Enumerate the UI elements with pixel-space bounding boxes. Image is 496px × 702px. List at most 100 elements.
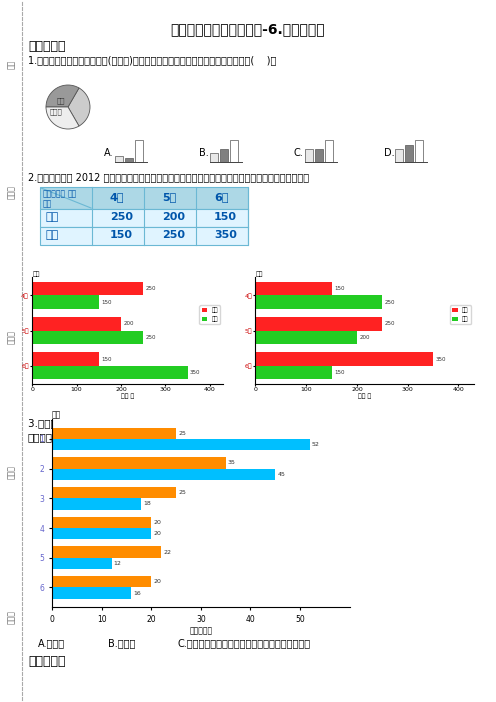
Text: 可乐: 可乐 bbox=[45, 212, 58, 222]
Text: A.: A. bbox=[32, 360, 43, 370]
Bar bbox=[220, 149, 228, 162]
Bar bbox=[255, 282, 331, 296]
Bar bbox=[255, 296, 382, 309]
Text: 250: 250 bbox=[385, 322, 395, 326]
Text: 酸奶: 酸奶 bbox=[45, 230, 58, 240]
Bar bbox=[52, 457, 226, 469]
Bar bbox=[52, 517, 151, 528]
Legend: 支出, 收入: 支出, 收入 bbox=[494, 423, 496, 451]
Text: 四年级上册数学单元测试-6.条形统计图: 四年级上册数学单元测试-6.条形统计图 bbox=[171, 22, 325, 36]
Text: B.: B. bbox=[199, 148, 209, 158]
Bar bbox=[52, 428, 176, 439]
Text: 一、单选题: 一、单选题 bbox=[28, 40, 65, 53]
Text: 250: 250 bbox=[145, 286, 156, 291]
X-axis label: 单位：万元: 单位：万元 bbox=[189, 627, 212, 635]
Text: B.: B. bbox=[260, 360, 271, 370]
Text: 20: 20 bbox=[153, 579, 161, 584]
Text: 3.王先生开了一家店，下面是这家店 2011 年上半年的收入和支出情况统计图，请你帮他算一算，上半年是: 3.王先生开了一家店，下面是这家店 2011 年上半年的收入和支出情况统计图，请… bbox=[28, 418, 340, 428]
Text: 18: 18 bbox=[143, 501, 151, 506]
Bar bbox=[32, 352, 99, 366]
Text: 月份: 月份 bbox=[32, 271, 40, 277]
Bar bbox=[395, 149, 403, 162]
Text: 月份: 月份 bbox=[68, 189, 77, 198]
Text: D.: D. bbox=[384, 148, 395, 158]
Bar bbox=[405, 145, 413, 162]
Text: 350: 350 bbox=[435, 357, 446, 362]
Text: 种类: 种类 bbox=[43, 199, 52, 208]
Text: 月份: 月份 bbox=[52, 410, 62, 419]
Text: 150: 150 bbox=[110, 230, 133, 240]
Bar bbox=[255, 366, 331, 379]
Text: 200: 200 bbox=[360, 335, 370, 340]
Text: 2.下面是某超市 2012 年第二季度可乐与酸奶的销售情况表，根据表格绘制统计图，正确的是哪一个？: 2.下面是某超市 2012 年第二季度可乐与酸奶的销售情况表，根据表格绘制统计图… bbox=[28, 172, 309, 182]
Bar bbox=[32, 296, 99, 309]
Text: 150: 150 bbox=[334, 370, 345, 375]
Text: 35: 35 bbox=[228, 461, 236, 465]
Bar bbox=[52, 557, 112, 569]
Text: 250: 250 bbox=[110, 212, 133, 222]
Text: 250: 250 bbox=[162, 230, 185, 240]
Text: 150: 150 bbox=[101, 300, 112, 305]
Text: 边春花: 边春花 bbox=[50, 108, 63, 114]
Text: 20: 20 bbox=[153, 520, 161, 525]
Text: 150: 150 bbox=[101, 357, 112, 362]
Bar bbox=[52, 469, 275, 480]
Bar bbox=[32, 331, 143, 344]
Text: 1.一个圆形花坛内种了三种花(如下图)，用条形图表示各种花占地面积的关系应该是(    )。: 1.一个圆形花坛内种了三种花(如下图)，用条形图表示各种花占地面积的关系应该是(… bbox=[28, 55, 276, 65]
Text: C.: C. bbox=[294, 148, 304, 158]
Text: 200: 200 bbox=[124, 322, 134, 326]
Bar bbox=[230, 140, 238, 162]
Text: 6月: 6月 bbox=[214, 192, 229, 202]
Bar bbox=[125, 158, 133, 162]
Bar bbox=[52, 576, 151, 588]
Text: 5月: 5月 bbox=[162, 192, 176, 202]
Text: 150: 150 bbox=[214, 212, 237, 222]
Wedge shape bbox=[68, 88, 90, 126]
Text: 班级：: 班级： bbox=[6, 465, 15, 479]
Bar bbox=[32, 282, 143, 296]
Text: 考场：: 考场： bbox=[6, 185, 15, 199]
Bar bbox=[32, 317, 121, 331]
Text: 姓名：: 姓名： bbox=[6, 330, 15, 344]
Text: 25: 25 bbox=[178, 490, 186, 495]
Bar bbox=[325, 140, 333, 162]
Text: 200: 200 bbox=[162, 212, 185, 222]
Text: 月份: 月份 bbox=[255, 271, 263, 277]
Bar bbox=[135, 140, 143, 162]
Text: 150: 150 bbox=[334, 286, 345, 291]
Bar bbox=[315, 149, 323, 162]
Text: 250: 250 bbox=[145, 335, 156, 340]
Text: 25: 25 bbox=[178, 431, 186, 436]
Text: 4月: 4月 bbox=[110, 192, 124, 202]
Text: C.正好收入和支出相等，既没有盈利，也没有赔本: C.正好收入和支出相等，既没有盈利，也没有赔本 bbox=[178, 638, 311, 648]
Bar bbox=[210, 153, 218, 162]
Wedge shape bbox=[46, 107, 79, 129]
Text: 45: 45 bbox=[277, 472, 285, 477]
Text: 20: 20 bbox=[153, 531, 161, 536]
Text: 250: 250 bbox=[385, 300, 395, 305]
Bar bbox=[40, 209, 248, 227]
Text: 二、判断题: 二、判断题 bbox=[28, 655, 65, 668]
Text: 12: 12 bbox=[114, 561, 122, 566]
Text: 16: 16 bbox=[133, 590, 141, 595]
Bar bbox=[40, 227, 248, 245]
Text: 350: 350 bbox=[190, 370, 200, 375]
Text: 号：: 号： bbox=[6, 60, 15, 69]
Bar bbox=[52, 546, 161, 557]
Bar bbox=[52, 439, 310, 450]
Bar bbox=[52, 487, 176, 498]
Bar bbox=[255, 317, 382, 331]
Legend: 酸奶, 可乐: 酸奶, 可乐 bbox=[450, 305, 471, 324]
Text: 52: 52 bbox=[312, 442, 320, 447]
Text: B.盈利了: B.盈利了 bbox=[108, 638, 135, 648]
Bar bbox=[115, 156, 123, 162]
Bar bbox=[52, 528, 151, 539]
X-axis label: 数量 箱: 数量 箱 bbox=[121, 394, 134, 399]
Bar bbox=[40, 187, 248, 209]
Text: 学校：: 学校： bbox=[6, 610, 15, 624]
Bar bbox=[52, 498, 141, 510]
Text: 22: 22 bbox=[163, 550, 171, 555]
Text: A.赔本了: A.赔本了 bbox=[38, 638, 65, 648]
Bar bbox=[32, 366, 187, 379]
Bar bbox=[305, 149, 313, 162]
